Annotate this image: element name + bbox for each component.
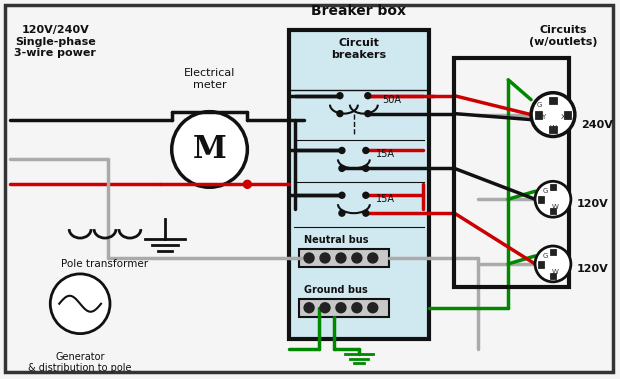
Circle shape: [304, 303, 314, 313]
Text: 15A: 15A: [376, 149, 395, 160]
Bar: [454, 58, 569, 287]
Circle shape: [363, 192, 369, 198]
Circle shape: [337, 93, 343, 99]
Circle shape: [320, 303, 330, 313]
Text: W: W: [549, 125, 556, 130]
Circle shape: [337, 111, 343, 117]
Text: Generator
& distribution to pole: Generator & distribution to pole: [29, 352, 132, 373]
Bar: [535, 111, 542, 119]
Bar: [299, 299, 389, 317]
Circle shape: [368, 303, 378, 313]
Text: Y: Y: [541, 114, 545, 120]
Text: 50A: 50A: [382, 95, 401, 105]
Text: 120V: 120V: [577, 264, 609, 274]
Text: 15A: 15A: [376, 194, 395, 204]
Text: Circuits
(w/outlets): Circuits (w/outlets): [529, 25, 597, 47]
Circle shape: [339, 147, 345, 153]
Circle shape: [535, 181, 571, 217]
Circle shape: [531, 93, 575, 136]
Bar: [564, 111, 571, 119]
Text: Circuit
breakers: Circuit breakers: [331, 38, 386, 60]
Text: W: W: [552, 204, 559, 210]
Circle shape: [352, 253, 362, 263]
Circle shape: [363, 210, 369, 216]
Bar: [550, 273, 556, 279]
Text: X: X: [560, 114, 565, 120]
Text: Pole transformer: Pole transformer: [61, 259, 149, 269]
Bar: [549, 97, 557, 104]
Circle shape: [339, 192, 345, 198]
Circle shape: [339, 210, 345, 216]
Text: W: W: [552, 269, 559, 275]
Circle shape: [50, 274, 110, 334]
Text: 120V: 120V: [577, 199, 609, 209]
Circle shape: [336, 303, 346, 313]
Circle shape: [336, 253, 346, 263]
Bar: [299, 249, 389, 267]
Text: Electrical
meter: Electrical meter: [184, 68, 235, 90]
Circle shape: [365, 93, 371, 99]
Text: 120V/240V
Single-phase
3-wire power: 120V/240V Single-phase 3-wire power: [14, 25, 96, 58]
Circle shape: [244, 180, 251, 188]
Bar: [549, 125, 557, 133]
Circle shape: [363, 165, 369, 171]
Circle shape: [363, 147, 369, 153]
Bar: [550, 249, 556, 255]
FancyBboxPatch shape: [289, 30, 428, 338]
Text: 240V: 240V: [581, 119, 613, 130]
Bar: [538, 261, 544, 268]
Bar: [550, 208, 556, 214]
Circle shape: [352, 303, 362, 313]
Text: Ground bus: Ground bus: [304, 285, 368, 295]
Text: G: G: [542, 253, 547, 259]
Circle shape: [535, 246, 571, 282]
Bar: [538, 196, 544, 203]
Text: M: M: [193, 134, 226, 165]
Bar: [550, 184, 556, 190]
Circle shape: [172, 112, 247, 187]
Text: G: G: [542, 188, 547, 194]
Text: Neutral bus: Neutral bus: [304, 235, 369, 245]
Circle shape: [304, 253, 314, 263]
Circle shape: [368, 253, 378, 263]
Circle shape: [339, 165, 345, 171]
Text: Breaker box: Breaker box: [311, 4, 406, 18]
Circle shape: [320, 253, 330, 263]
Text: G: G: [536, 102, 542, 108]
Circle shape: [365, 111, 371, 117]
